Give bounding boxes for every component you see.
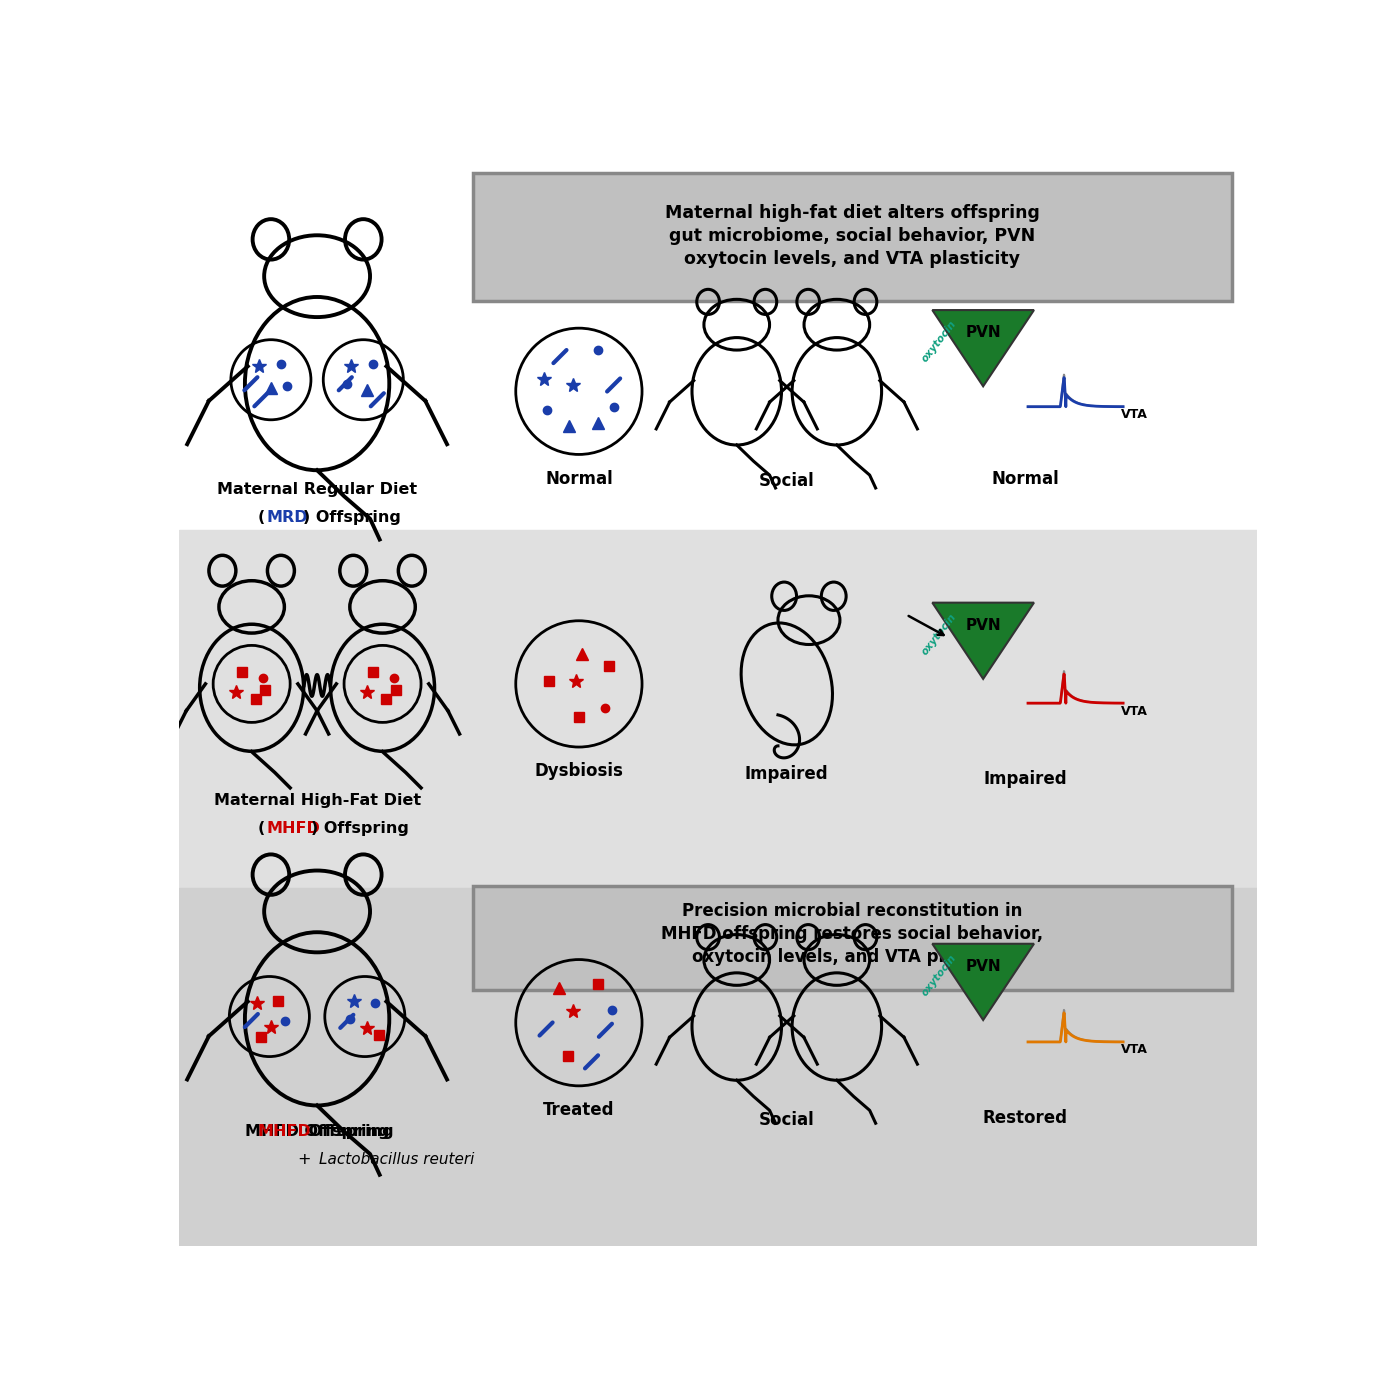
Text: Precision microbial reconstitution in
MHFD offspring restores social behavior,
o: Precision microbial reconstitution in MH…	[661, 902, 1043, 966]
Text: MRD: MRD	[266, 510, 308, 525]
Text: Treated: Treated	[543, 1102, 615, 1119]
Text: Social: Social	[759, 1112, 815, 1130]
Text: (: (	[258, 510, 265, 525]
Text: PVN: PVN	[966, 959, 1001, 974]
Text: Dysbiosis: Dysbiosis	[535, 763, 623, 780]
Polygon shape	[932, 309, 1035, 386]
Text: Normal: Normal	[545, 470, 613, 487]
Text: Maternal High-Fat Diet: Maternal High-Fat Diet	[214, 794, 420, 808]
Text: +: +	[298, 1152, 316, 1168]
Text: Restored: Restored	[983, 1109, 1068, 1127]
Text: oxytocin: oxytocin	[920, 952, 959, 998]
Text: Lactobacillus reuteri: Lactobacillus reuteri	[319, 1152, 475, 1168]
Text: Maternal Regular Diet: Maternal Regular Diet	[217, 482, 417, 497]
Text: Normal: Normal	[991, 470, 1060, 487]
FancyBboxPatch shape	[473, 886, 1232, 990]
Text: VTA: VTA	[1121, 409, 1148, 421]
Bar	[179, 888, 1257, 1246]
Text: PVN: PVN	[966, 617, 1001, 633]
Text: PVN: PVN	[966, 325, 1001, 340]
Bar	[179, 531, 1257, 888]
Text: Impaired: Impaired	[745, 764, 829, 783]
Text: MHFD: MHFD	[266, 820, 321, 836]
Text: ) Offspring: ) Offspring	[304, 510, 402, 525]
Text: oxytocin: oxytocin	[920, 319, 959, 364]
Polygon shape	[932, 602, 1035, 679]
Text: VTA: VTA	[1121, 1043, 1148, 1057]
Text: Impaired: Impaired	[984, 770, 1067, 788]
Text: Maternal high-fat diet alters offspring
gut microbiome, social behavior, PVN
oxy: Maternal high-fat diet alters offspring …	[665, 204, 1040, 267]
Text: (: (	[258, 820, 265, 836]
Text: Social: Social	[759, 472, 815, 490]
Text: MHFD Offspring: MHFD Offspring	[245, 1124, 389, 1140]
Bar	[179, 168, 1257, 529]
Text: ) Offspring: ) Offspring	[311, 820, 409, 836]
Text: MHFD: MHFD	[258, 1124, 312, 1140]
Text: Offspring: Offspring	[304, 1124, 393, 1140]
FancyBboxPatch shape	[473, 174, 1232, 301]
Polygon shape	[932, 944, 1035, 1021]
Text: oxytocin: oxytocin	[920, 612, 959, 657]
Text: VTA: VTA	[1121, 704, 1148, 718]
